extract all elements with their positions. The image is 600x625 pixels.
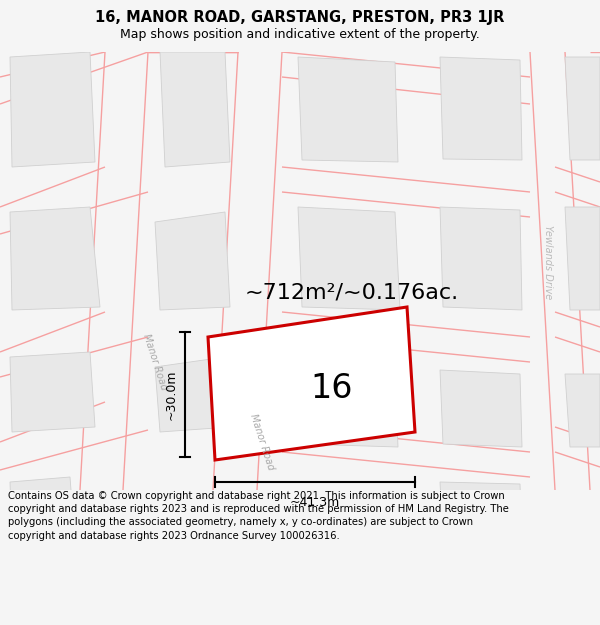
Text: ~712m²/~0.176ac.: ~712m²/~0.176ac. — [245, 282, 459, 302]
Polygon shape — [248, 342, 340, 442]
Text: Yewlands Drive: Yewlands Drive — [543, 225, 553, 299]
Polygon shape — [565, 374, 600, 447]
Polygon shape — [298, 57, 398, 162]
Polygon shape — [160, 52, 230, 167]
Polygon shape — [440, 207, 522, 310]
Polygon shape — [440, 57, 522, 160]
Polygon shape — [298, 207, 400, 310]
Polygon shape — [10, 207, 100, 310]
Polygon shape — [208, 307, 415, 460]
Text: Manor Road: Manor Road — [248, 412, 276, 471]
Text: ~41.3m: ~41.3m — [290, 496, 340, 509]
Polygon shape — [10, 477, 75, 542]
Polygon shape — [155, 212, 230, 310]
Polygon shape — [10, 52, 95, 167]
Text: Contains OS data © Crown copyright and database right 2021. This information is : Contains OS data © Crown copyright and d… — [8, 491, 509, 541]
Polygon shape — [440, 482, 522, 542]
Polygon shape — [298, 370, 398, 447]
Polygon shape — [565, 57, 600, 160]
Polygon shape — [565, 207, 600, 310]
Polygon shape — [10, 352, 95, 432]
Polygon shape — [155, 357, 230, 432]
Text: ~30.0m: ~30.0m — [164, 369, 178, 420]
Text: 16: 16 — [310, 372, 353, 406]
Text: Map shows position and indicative extent of the property.: Map shows position and indicative extent… — [120, 28, 480, 41]
Text: 16, MANOR ROAD, GARSTANG, PRESTON, PR3 1JR: 16, MANOR ROAD, GARSTANG, PRESTON, PR3 1… — [95, 10, 505, 25]
Text: Manor Road: Manor Road — [141, 332, 169, 391]
Polygon shape — [440, 370, 522, 447]
